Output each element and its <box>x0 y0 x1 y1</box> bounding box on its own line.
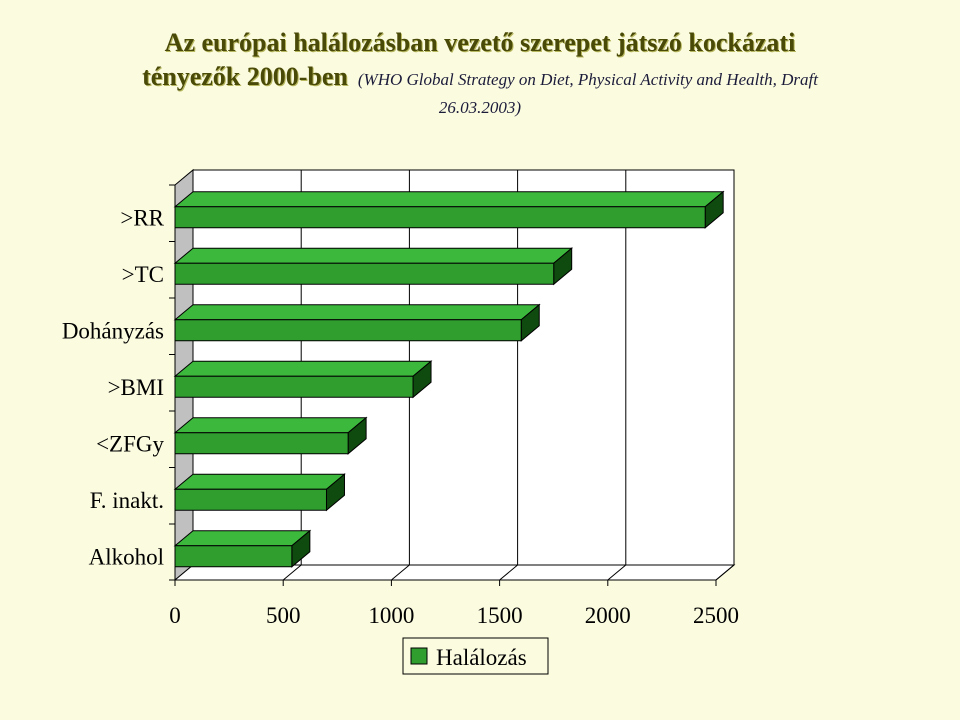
floor-gridline <box>391 564 410 581</box>
bar-front <box>174 375 414 398</box>
bar <box>173 529 312 568</box>
bar-top <box>173 191 725 208</box>
bar <box>173 473 346 512</box>
bar-top <box>173 473 346 490</box>
x-tick-label: 1000 <box>368 603 414 628</box>
bar <box>173 190 725 229</box>
floor-gridline <box>499 564 518 581</box>
bar-top <box>173 417 368 434</box>
bar-front <box>174 432 349 455</box>
bar-top <box>173 530 312 547</box>
bar-front <box>174 319 522 342</box>
category-label: F. inakt. <box>90 488 164 513</box>
title-line-1: Az európai halálozásban vezető szerepet … <box>164 28 796 57</box>
x-tick-label: 1500 <box>477 603 523 628</box>
x-tick-label: 500 <box>266 603 301 628</box>
title-source: (WHO Global Strategy on Diet, Physical A… <box>357 70 818 89</box>
category-label: Dohányzás <box>62 318 164 343</box>
category-label: Alkohol <box>89 544 164 569</box>
bar-front <box>174 488 327 511</box>
bar <box>173 303 541 342</box>
bar-top <box>173 304 541 321</box>
floor-gridline <box>607 564 627 581</box>
category-label: >BMI <box>108 375 164 400</box>
x-tick-label: 0 <box>169 603 181 628</box>
floor-gridline <box>282 564 302 581</box>
bar-front <box>174 206 706 229</box>
category-label: >TC <box>122 262 164 287</box>
floor-gridline <box>715 564 735 581</box>
bar-top <box>173 247 574 264</box>
bar-top <box>173 360 433 377</box>
title-date: 26.03.2003) <box>438 98 522 117</box>
title-line-2: tényezők 2000-ben <box>142 62 348 91</box>
legend-label: Halálozás <box>436 645 527 670</box>
bar <box>173 247 574 286</box>
category-label: >RR <box>120 205 164 230</box>
bar-front <box>174 545 293 568</box>
x-tick-label: 2500 <box>693 603 739 628</box>
chart-title: Az európai halálozásban vezető szerepet … <box>0 26 960 121</box>
category-label: <ZFGy <box>96 431 164 456</box>
bar-front <box>174 262 555 285</box>
bar <box>173 416 368 455</box>
x-tick-label: 2000 <box>585 603 631 628</box>
legend-swatch <box>410 647 428 665</box>
bar <box>173 360 433 399</box>
